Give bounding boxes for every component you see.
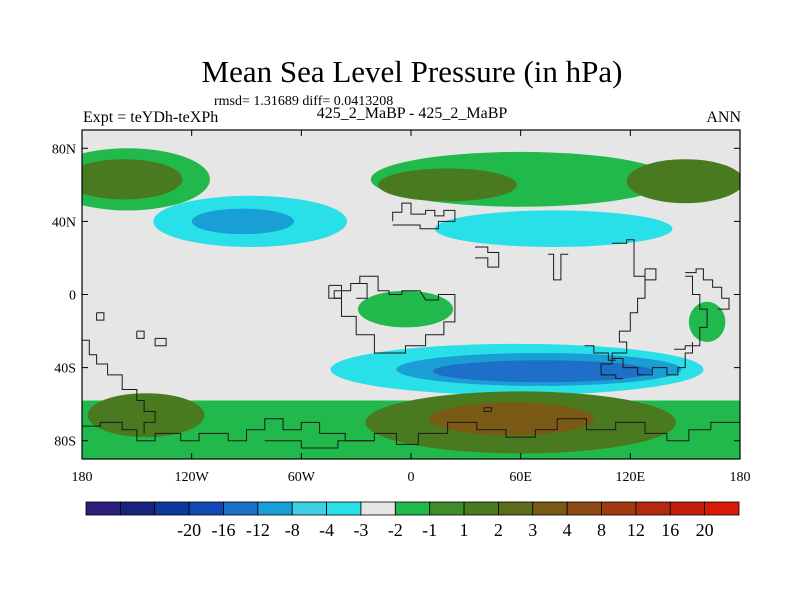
colorbar-swatch-7 <box>326 501 362 516</box>
coastline-australia <box>612 342 693 376</box>
colorbar-swatch-13 <box>532 501 568 516</box>
coastline-antarctica <box>82 418 740 445</box>
colorbar-label-3: -8 <box>285 520 300 540</box>
x-tick-label-4: 60E <box>509 470 532 485</box>
colorbar-label-2: -12 <box>246 520 270 540</box>
stats-text: rmsd= 1.31689 diff= 0.0413208 <box>214 94 394 109</box>
colorbar-swatch-0 <box>85 501 121 516</box>
coastline-asia-east <box>600 239 646 380</box>
colorbar-label-11: 4 <box>563 520 572 540</box>
y-tick-label-4: 80S <box>54 435 76 450</box>
anomaly-region-3 <box>378 168 518 202</box>
experiment-label: Expt = teYDh-teXPh <box>83 109 219 126</box>
colorbar-swatch-9 <box>394 501 431 516</box>
coastline-europe <box>392 202 456 230</box>
anomaly-region-12 <box>432 360 653 383</box>
anomaly-region-6 <box>191 208 295 235</box>
colorbar-swatch-6 <box>291 501 327 516</box>
coastline-pacific-islands <box>674 275 708 350</box>
colorbar-swatch-10 <box>429 501 465 516</box>
coastline-india <box>548 253 569 281</box>
colorbar-label-10: 3 <box>528 520 537 540</box>
season-label: ANN <box>706 109 741 126</box>
colorbar-label-6: -2 <box>388 520 403 540</box>
colorbar-label-13: 12 <box>627 520 645 540</box>
coastline-africa <box>333 275 456 354</box>
colorbar-swatch-5 <box>257 501 293 516</box>
coastline-arabia <box>475 246 500 268</box>
colorbar-swatch-17 <box>669 501 706 516</box>
anomaly-region-4 <box>626 159 740 204</box>
coastline-mid-atlantic <box>356 283 368 299</box>
x-tick-label-1: 120W <box>175 470 210 485</box>
colorbar-swatch-8 <box>360 501 396 516</box>
anomaly-region-7 <box>434 210 673 247</box>
colorbar-label-8: 1 <box>460 520 469 540</box>
coastline-arctic-box <box>644 268 657 281</box>
coastline-japan <box>685 268 730 310</box>
colorbar-swatch-15 <box>601 501 637 516</box>
colorbar-swatch-12 <box>498 501 534 516</box>
colorbar-label-14: 16 <box>661 520 679 540</box>
x-tick-label-6: 180 <box>730 470 751 485</box>
colorbar-swatch-18 <box>704 501 740 516</box>
colorbar-label-15: 20 <box>696 520 714 540</box>
colorbar-swatch-14 <box>566 501 602 516</box>
anomaly-region-14 <box>87 393 205 438</box>
x-tick-label-0: 180 <box>72 470 93 485</box>
coastline-indonesia <box>584 345 616 361</box>
coastline-antarctic-peninsula <box>264 440 375 449</box>
colorbar-swatch-3 <box>188 501 224 516</box>
colorbar-swatch-4 <box>223 501 259 516</box>
y-tick-label-1: 40N <box>52 215 76 230</box>
colorbar-label-1: -16 <box>211 520 235 540</box>
anomaly-region-16 <box>429 402 594 436</box>
coastline-island-b <box>136 330 145 339</box>
coastline-north-africa-box <box>328 284 342 299</box>
anomaly-region-1 <box>82 159 183 200</box>
colorbar-label-12: 8 <box>597 520 606 540</box>
chart-subtitle: 425_2_MaBP - 425_2_MaBP <box>316 105 508 122</box>
colorbar-label-0: -20 <box>177 520 201 540</box>
colorbar-swatch-2 <box>154 501 190 516</box>
colorbar-swatch-11 <box>463 501 499 516</box>
x-tick-label-5: 120E <box>616 470 646 485</box>
x-tick-label-2: 60W <box>288 470 316 485</box>
y-tick-label-3: 40S <box>54 362 76 377</box>
colorbar-label-5: -3 <box>353 520 368 540</box>
chart-title: Mean Sea Level Pressure (in hPa) <box>201 54 623 89</box>
colorbar-label-7: -1 <box>422 520 437 540</box>
colorbar-swatch-16 <box>635 501 671 516</box>
coastline-island-c <box>154 337 167 347</box>
coastline-south-america <box>82 339 156 434</box>
colorbar-label-4: -4 <box>319 520 334 540</box>
x-tick-label-3: 0 <box>408 470 415 485</box>
y-tick-label-0: 80N <box>52 142 76 157</box>
coastline-small-islands <box>96 312 105 321</box>
coastline-south-atlantic-box <box>483 407 492 412</box>
colorbar-swatch-1 <box>119 501 156 516</box>
colorbar-label-9: 2 <box>494 520 503 540</box>
y-tick-label-2: 0 <box>69 289 76 304</box>
